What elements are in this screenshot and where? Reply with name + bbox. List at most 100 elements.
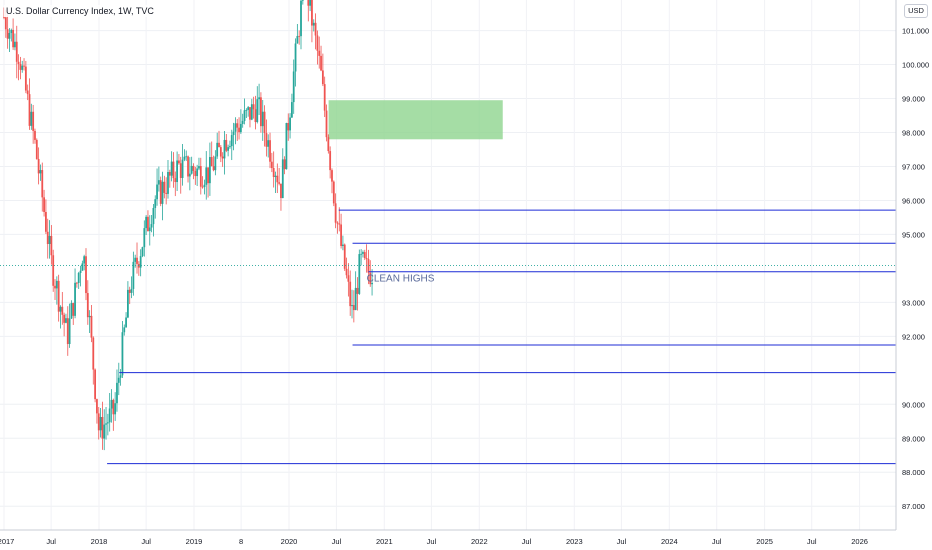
candle-body — [336, 222, 339, 224]
candle-body — [139, 256, 142, 268]
x-tick-label: Jul — [332, 537, 342, 546]
candle-body — [309, 0, 312, 6]
y-tick-label: 88.000 — [902, 468, 925, 477]
candle-body — [88, 315, 91, 318]
candle-body — [110, 399, 113, 409]
x-tick-label: 2017 — [0, 537, 14, 546]
y-tick-label: 98.000 — [902, 129, 925, 138]
candle-body — [94, 369, 97, 400]
candle-body — [263, 111, 266, 134]
candle-body — [167, 172, 169, 194]
candle-body — [92, 337, 95, 370]
candle-body — [108, 408, 111, 423]
candle-body — [311, 0, 313, 26]
candle-body — [50, 235, 53, 256]
candle-body — [210, 157, 213, 167]
candle-body — [223, 139, 226, 159]
candle-body — [172, 161, 175, 179]
candle-body — [68, 318, 71, 345]
time-axis[interactable]: 2017 Jul 2018 Jul 2019 8 2020 Jul 2021 Jul 2022 Jul… — [0, 529, 896, 546]
candle-body — [97, 413, 100, 431]
candle-body — [114, 403, 117, 415]
candle-body — [307, 0, 310, 6]
chart-grid — [0, 0, 896, 530]
candle-body — [8, 33, 11, 39]
candle-body — [183, 156, 186, 160]
candle-body — [342, 244, 344, 247]
candle-body — [343, 244, 346, 269]
candle-body — [145, 216, 148, 229]
candle-body — [55, 280, 58, 289]
candle-body — [86, 293, 89, 318]
candle-body — [130, 288, 133, 293]
candle-body — [143, 228, 146, 248]
y-tick-label: 95.000 — [902, 230, 925, 239]
candle-body — [281, 159, 284, 199]
candle-body — [185, 156, 188, 158]
candle-body — [289, 117, 291, 131]
candle-body — [296, 35, 299, 44]
candle-body — [325, 110, 328, 138]
candle-body — [61, 306, 64, 315]
candle-body — [318, 50, 321, 56]
chart-title: U.S. Dollar Currency Index, 1W, TVC — [4, 5, 156, 17]
candle-body — [216, 142, 219, 157]
candle-body — [221, 156, 224, 159]
supply-zone — [328, 100, 503, 140]
candle-body — [236, 123, 239, 128]
candle-body — [65, 318, 67, 323]
candle-body — [132, 261, 135, 289]
candle-body — [238, 127, 240, 133]
currency-selector[interactable]: USD — [904, 4, 928, 18]
candle-body — [247, 107, 250, 110]
candle-body — [54, 285, 56, 289]
candle-body — [174, 178, 177, 183]
candle-body — [252, 104, 255, 110]
candle-body — [272, 168, 275, 177]
price-axis[interactable]: 87.000 88.000 89.000 90.000 92.000 93.000 95.0… — [895, 0, 932, 550]
candle-body — [260, 97, 262, 127]
candle-body — [241, 120, 244, 124]
x-tick-label: 2025 — [756, 537, 773, 546]
candle-body — [150, 224, 153, 228]
candle-body — [188, 173, 191, 177]
candle-body — [103, 424, 106, 439]
candle-body — [316, 35, 319, 51]
candle-body — [127, 289, 129, 318]
candle-body — [4, 17, 7, 30]
candle-body — [323, 84, 326, 111]
candle-body — [314, 22, 317, 36]
y-tick-label: 96.000 — [902, 196, 925, 205]
candle-body — [321, 70, 324, 85]
candle-body — [77, 272, 80, 283]
candle-body — [269, 140, 271, 162]
y-tick-label: 100.000 — [902, 61, 929, 70]
candle-body — [214, 156, 217, 171]
x-tick-label: Jul — [712, 537, 722, 546]
candle-body — [219, 147, 222, 157]
candle-body — [227, 147, 230, 151]
candle-body — [300, 0, 302, 37]
candle-body — [362, 252, 364, 254]
candle-body — [212, 166, 215, 171]
candle-body — [292, 71, 295, 103]
x-tick-label: 2020 — [281, 537, 298, 546]
candle-body — [205, 167, 208, 185]
candle-body — [147, 216, 149, 232]
x-tick-label: 2022 — [471, 537, 488, 546]
candle-body — [63, 314, 66, 323]
candle-body — [152, 207, 155, 225]
candle-body — [250, 104, 253, 120]
candle-body — [176, 160, 178, 183]
x-tick-label: Jul — [46, 537, 56, 546]
candle-body — [261, 111, 264, 127]
x-tick-label: 2026 — [851, 537, 868, 546]
candle-body — [57, 280, 60, 312]
candle-body — [156, 184, 158, 200]
candle-body — [369, 272, 372, 285]
candle-body — [37, 158, 40, 174]
candle-body — [358, 254, 361, 294]
candle-body — [128, 289, 131, 293]
x-tick-label: 2023 — [566, 537, 583, 546]
